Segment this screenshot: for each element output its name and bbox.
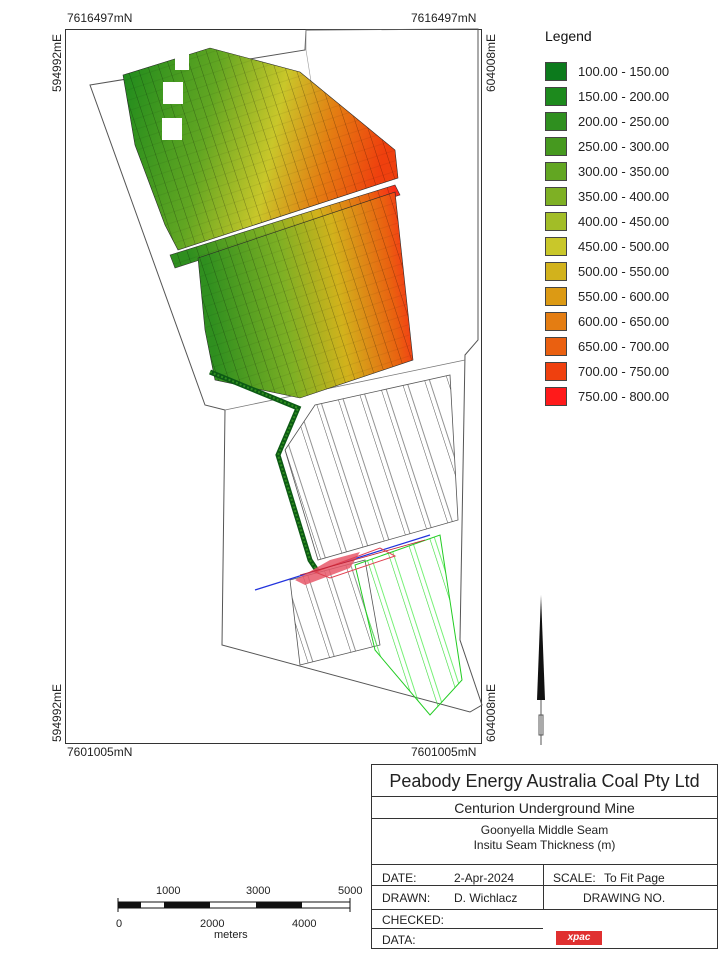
legend-title: Legend <box>545 28 592 44</box>
legend-item: 700.00 - 750.00 <box>545 359 669 384</box>
legend-label: 700.00 - 750.00 <box>578 364 670 379</box>
scale-bottom-label: 2000 <box>200 918 225 930</box>
mine-name: Centurion Underground Mine <box>372 797 717 819</box>
development-heading <box>254 534 431 591</box>
middle-panels <box>197 191 414 399</box>
legend-label: 650.00 - 700.00 <box>578 339 670 354</box>
legend-label: 250.00 - 300.00 <box>578 139 670 154</box>
legend-label: 200.00 - 250.00 <box>578 114 670 129</box>
legend-swatch <box>545 312 567 331</box>
legend-swatch <box>545 162 567 181</box>
scale-top-label: 1000 <box>156 885 181 897</box>
drawn-label: DRAWN: <box>382 891 431 905</box>
coord-top-right: 7616497mN <box>411 11 477 25</box>
legend-swatch <box>545 387 567 406</box>
north-arrow-icon <box>537 595 545 745</box>
legend-label: 350.00 - 400.00 <box>578 189 670 204</box>
drawing-description: Goonyella Middle Seam Insitu Seam Thickn… <box>372 819 717 865</box>
north-panels <box>122 47 399 251</box>
company-name: Peabody Energy Australia Coal Pty Ltd <box>372 765 717 797</box>
legend-swatch <box>545 287 567 306</box>
legend-item: 650.00 - 700.00 <box>545 334 669 359</box>
legend-item: 500.00 - 550.00 <box>545 259 669 284</box>
legend-item: 450.00 - 500.00 <box>545 234 669 259</box>
scale-top-label: 3000 <box>246 885 271 897</box>
legend-label: 600.00 - 650.00 <box>578 314 670 329</box>
scale-top-label: 5000 <box>338 885 363 897</box>
legend-swatch <box>545 362 567 381</box>
scale-bottom-label: 4000 <box>292 918 317 930</box>
legend-label: 750.00 - 800.00 <box>578 389 670 404</box>
outline-panels <box>284 374 459 666</box>
coord-top-left: 7616497mN <box>67 11 133 25</box>
legend-swatch <box>545 87 567 106</box>
legend-label: 100.00 - 150.00 <box>578 64 670 79</box>
legend-item: 300.00 - 350.00 <box>545 159 669 184</box>
scale-bar <box>117 898 351 912</box>
legend-swatch <box>545 137 567 156</box>
drawing-no-label: DRAWING NO. <box>583 891 666 905</box>
legend-list: 100.00 - 150.00 150.00 - 200.00 200.00 -… <box>545 59 669 409</box>
legend-item: 600.00 - 650.00 <box>545 309 669 334</box>
legend-item: 350.00 - 400.00 <box>545 184 669 209</box>
legend-item: 750.00 - 800.00 <box>545 384 669 409</box>
legend-swatch <box>545 62 567 81</box>
scale-label: SCALE: <box>553 871 596 885</box>
legend-swatch <box>545 337 567 356</box>
coord-bottom-left: 7601005mN <box>67 745 133 759</box>
map-frame <box>65 29 482 744</box>
green-panels <box>354 534 463 716</box>
legend-swatch <box>545 212 567 231</box>
legend-item: 100.00 - 150.00 <box>545 59 669 84</box>
title-block: Peabody Energy Australia Coal Pty Ltd Ce… <box>371 764 718 949</box>
scale-value: To Fit Page <box>604 871 665 885</box>
legend-swatch <box>545 187 567 206</box>
legend-item: 550.00 - 600.00 <box>545 284 669 309</box>
date-value: 2-Apr-2024 <box>454 871 515 885</box>
data-label: DATA: <box>382 933 416 947</box>
legend-swatch <box>545 237 567 256</box>
legend-item: 150.00 - 200.00 <box>545 84 669 109</box>
legend-swatch <box>545 262 567 281</box>
scale-bottom-label: 0 <box>116 918 123 930</box>
legend-label: 450.00 - 500.00 <box>578 239 670 254</box>
checked-label: CHECKED: <box>382 913 445 927</box>
drawn-value: D. Wichlacz <box>454 891 518 905</box>
legend-label: 300.00 - 350.00 <box>578 164 670 179</box>
date-label: DATE: <box>382 871 417 885</box>
legend-item: 250.00 - 300.00 <box>545 134 669 159</box>
legend-item: 200.00 - 250.00 <box>545 109 669 134</box>
drawing-subject: Insitu Seam Thickness (m) <box>473 838 616 852</box>
scale-units: meters <box>214 929 248 941</box>
seam-name: Goonyella Middle Seam <box>480 823 609 837</box>
coord-bottom-right: 7601005mN <box>411 745 477 759</box>
legend-label: 500.00 - 550.00 <box>578 264 670 279</box>
legend-label: 550.00 - 600.00 <box>578 289 670 304</box>
legend-label: 150.00 - 200.00 <box>578 89 670 104</box>
legend-swatch <box>545 112 567 131</box>
legend-label: 400.00 - 450.00 <box>578 214 670 229</box>
legend-item: 400.00 - 450.00 <box>545 209 669 234</box>
xpac-logo: xpac <box>556 931 602 945</box>
